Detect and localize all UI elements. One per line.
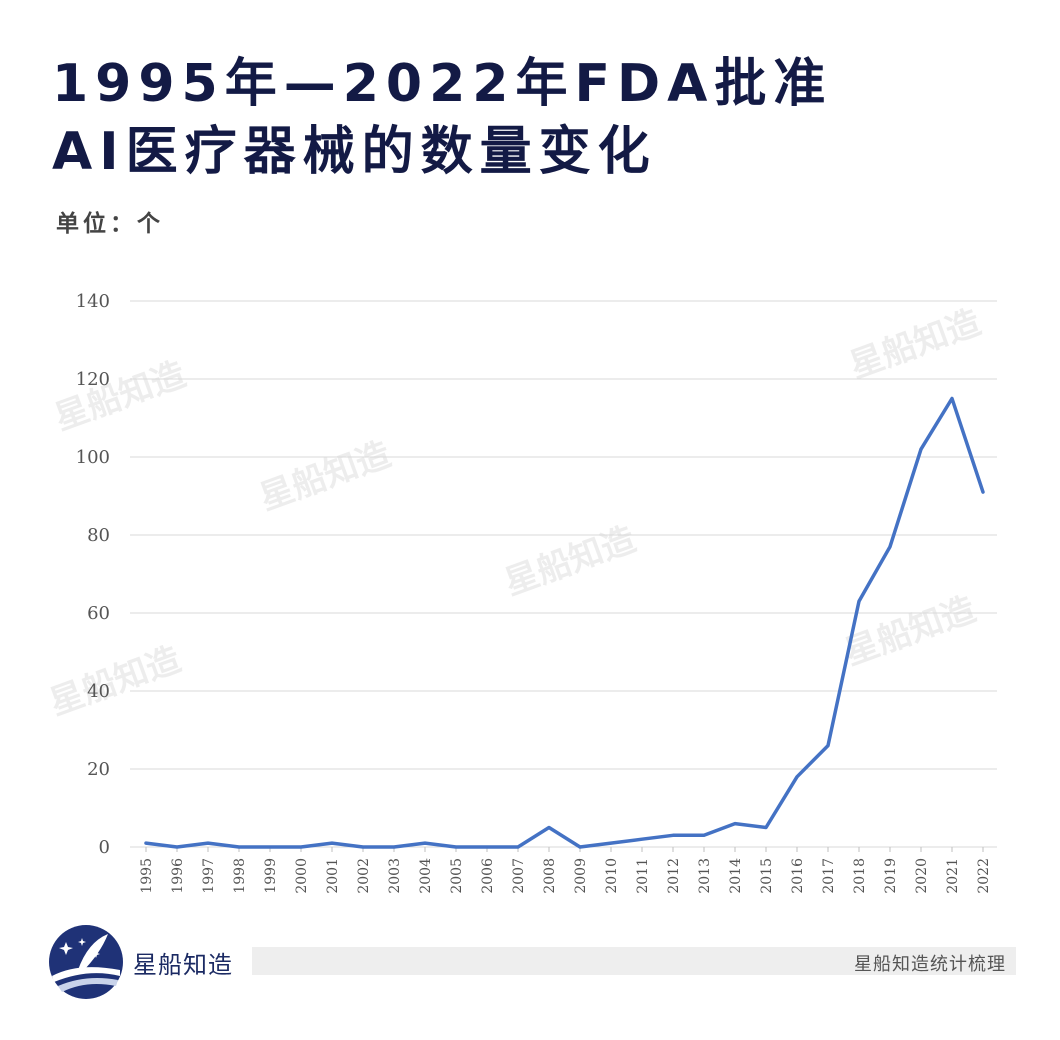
watermark-2: 星船知造 xyxy=(499,519,640,603)
unit-label: 单位：个 xyxy=(56,211,164,237)
x-tick-label-1998: 1998 xyxy=(232,858,248,894)
x-tick-label-2000: 2000 xyxy=(294,858,310,894)
footer-bar: 星船知造统计梳理 xyxy=(252,947,1016,975)
x-tick-label-2003: 2003 xyxy=(387,858,403,894)
data-point-2003 xyxy=(392,845,396,849)
footer-note: 星船知造统计梳理 xyxy=(854,954,1006,975)
y-tick-label-20: 20 xyxy=(87,759,110,780)
y-tick-label-140: 140 xyxy=(76,291,110,312)
x-tick-label-2018: 2018 xyxy=(852,858,868,894)
chart-title: 1995年—2022年FDA批准 AI医疗器械的数量变化 xyxy=(52,50,832,186)
x-tick-label-1995: 1995 xyxy=(139,858,155,894)
data-point-2000 xyxy=(299,845,303,849)
data-point-2022 xyxy=(981,490,985,494)
logo-star-small-icon xyxy=(78,938,86,946)
logo-feather-icon xyxy=(78,934,108,972)
y-tick-label-100: 100 xyxy=(76,447,110,468)
watermark-3: 星船知造 xyxy=(44,639,185,723)
x-tick-label-2002: 2002 xyxy=(356,858,372,894)
logo-star-tiny-icon xyxy=(92,950,100,958)
data-point-2021 xyxy=(950,397,954,400)
chart-title-line-1: 1995年—2022年FDA批准 xyxy=(52,54,833,114)
x-tick-label-2016: 2016 xyxy=(790,858,806,894)
x-tick-label-2013: 2013 xyxy=(697,858,713,894)
data-point-2006 xyxy=(485,845,489,849)
data-point-1996 xyxy=(175,845,179,849)
data-point-2015 xyxy=(764,826,768,829)
data-point-2001 xyxy=(330,841,334,845)
logo-wave-2-icon xyxy=(58,978,118,992)
data-point-1995 xyxy=(144,841,148,845)
x-tick-label-2005: 2005 xyxy=(449,858,465,894)
x-tick-label-1999: 1999 xyxy=(263,858,279,894)
x-tick-label-2017: 2017 xyxy=(821,858,837,894)
data-point-2013 xyxy=(702,834,706,837)
data-point-2011 xyxy=(640,838,644,841)
y-tick-label-80: 80 xyxy=(87,525,110,546)
y-tick-label-60: 60 xyxy=(87,603,110,624)
x-tick-label-2008: 2008 xyxy=(542,858,558,894)
x-tick-label-2022: 2022 xyxy=(976,858,992,894)
data-point-2010 xyxy=(609,841,613,845)
data-point-2008 xyxy=(547,826,551,829)
x-tick-label-2020: 2020 xyxy=(914,858,930,894)
data-point-2004 xyxy=(423,841,427,845)
logo-star-icon xyxy=(59,942,73,955)
x-tick-label-2006: 2006 xyxy=(480,858,496,894)
brand-logo xyxy=(49,925,123,999)
x-tick-label-2007: 2007 xyxy=(511,858,527,894)
data-point-2020 xyxy=(919,448,923,451)
data-point-2019 xyxy=(888,545,892,548)
x-tick-label-1996: 1996 xyxy=(170,858,186,894)
data-point-2002 xyxy=(361,845,365,849)
x-tick-label-2012: 2012 xyxy=(666,858,682,894)
x-tick-label-2010: 2010 xyxy=(604,858,620,894)
x-tick-label-2001: 2001 xyxy=(325,858,341,894)
data-point-1997 xyxy=(206,841,210,845)
chart-title-line-2: AI医疗器械的数量变化 xyxy=(52,122,657,182)
data-point-2012 xyxy=(671,834,675,837)
logo-wave-icon xyxy=(52,967,120,982)
x-tick-label-2009: 2009 xyxy=(573,858,589,894)
data-point-1999 xyxy=(268,845,272,849)
x-tick-label-2019: 2019 xyxy=(883,858,899,894)
x-tick-label-2011: 2011 xyxy=(635,858,651,894)
footer-brand: 星船知造 xyxy=(133,951,233,979)
series-line-0 xyxy=(144,396,985,849)
x-tick-label-2004: 2004 xyxy=(418,858,434,894)
y-tick-label-0: 0 xyxy=(99,837,110,858)
x-tick-label-1997: 1997 xyxy=(201,858,217,894)
y-tick-label-120: 120 xyxy=(76,369,110,390)
x-tick-label-2014: 2014 xyxy=(728,858,744,894)
watermark-4: 星船知造 xyxy=(844,302,985,386)
data-point-2016 xyxy=(795,775,799,778)
line-chart: 星船知造星船知造星船知造星船知造星船知造星船知造0204060801001201… xyxy=(44,291,997,894)
watermark-1: 星船知造 xyxy=(254,434,395,518)
data-point-1998 xyxy=(237,845,241,849)
x-tick-label-2021: 2021 xyxy=(945,858,961,894)
data-point-2014 xyxy=(733,822,737,825)
data-point-2007 xyxy=(516,845,520,849)
data-point-2009 xyxy=(578,845,582,849)
x-tick-label-2015: 2015 xyxy=(759,858,775,894)
y-tick-label-40: 40 xyxy=(87,681,110,702)
data-point-2005 xyxy=(454,845,458,849)
watermark-0: 星船知造 xyxy=(49,354,190,438)
data-point-2017 xyxy=(826,744,830,747)
data-point-2018 xyxy=(857,600,861,603)
